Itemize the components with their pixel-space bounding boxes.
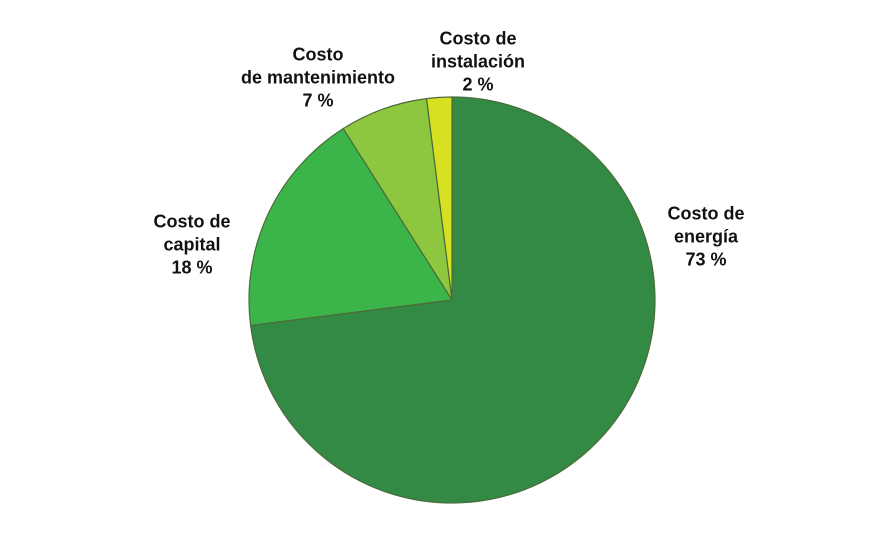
category-label: Costo de mantenimiento <box>240 44 396 88</box>
category-label: Costo de energía <box>667 203 745 247</box>
slice-label: Costo de energía 73 % <box>667 203 744 272</box>
value-label: 2 % <box>462 74 494 95</box>
pie-slice <box>249 96 656 504</box>
category-label: Costo de capital <box>153 211 231 255</box>
value-label: 73 % <box>685 249 727 270</box>
category-label: Costo de instalación <box>430 28 526 72</box>
slice-label: Costo de instalación 2 % <box>431 28 525 97</box>
value-label: 18 % <box>171 257 213 278</box>
slice-label: Costo de mantenimiento 7 % <box>241 44 395 113</box>
pie-slice <box>248 127 454 327</box>
slice-label: Costo de capital 18 % <box>153 211 230 280</box>
value-label: 7 % <box>302 90 334 111</box>
pie-slice <box>425 96 453 301</box>
